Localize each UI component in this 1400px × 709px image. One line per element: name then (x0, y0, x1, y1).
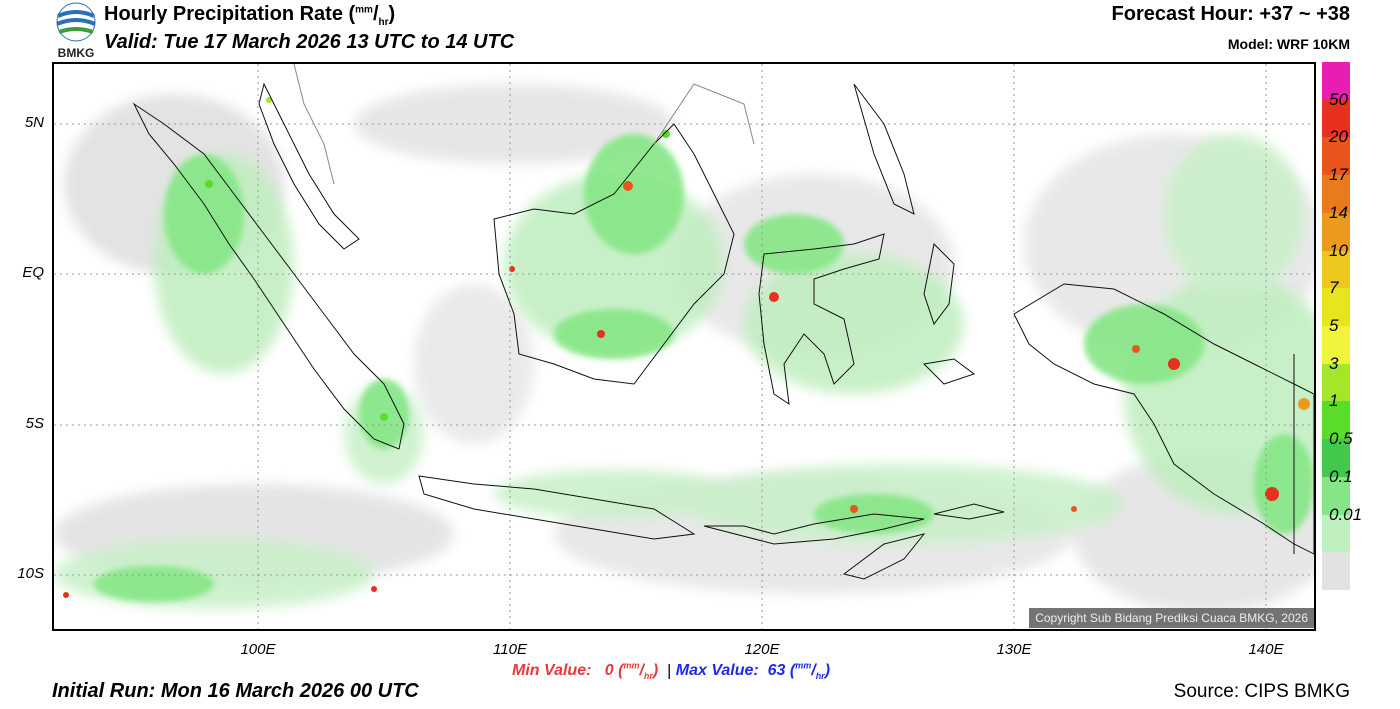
initial-run: Initial Run: Mon 16 March 2026 00 UTC (52, 680, 419, 702)
forecast-hour: Forecast Hour: +37 ~ +38 (1111, 3, 1350, 25)
colorbar-segment (1322, 288, 1350, 327)
lon-label-120e: 120E (744, 641, 780, 658)
colorbar-segment (1322, 439, 1350, 478)
colorbar-segment (1322, 250, 1350, 289)
precipitation-map (52, 62, 1316, 631)
bmkg-logo: BMKG (52, 2, 100, 60)
model-name: Model: WRF 10KM (1227, 36, 1350, 52)
min-max-values: Min Value: 0 (mm/hr) | Max Value: 63 (mm… (512, 661, 830, 682)
source-credit: Source: CIPS BMKG (1173, 681, 1350, 702)
logo-text: BMKG (57, 46, 95, 60)
colorbar-label: 3 (1329, 353, 1339, 373)
chart-title: Hourly Precipitation Rate (mm/hr) (104, 3, 396, 28)
colorbar-segment (1322, 212, 1350, 252)
copyright-note: Copyright Sub Bidang Prediksi Cuaca BMKG… (1029, 608, 1314, 628)
lat-label-5s: 5S (25, 415, 44, 432)
lon-label-140e: 140E (1248, 641, 1284, 658)
coastlines (132, 82, 1314, 580)
lat-label-eq: EQ (22, 264, 44, 281)
separator: | (667, 662, 672, 680)
lon-label-100e: 100E (240, 641, 276, 658)
map-canvas (54, 64, 1314, 629)
colorbar-label: 7 (1329, 278, 1339, 298)
colorbar-segment (1322, 552, 1350, 591)
colorbar-label: 17 (1329, 165, 1348, 185)
colorbar-segment (1322, 137, 1350, 176)
colorbar-label: 14 (1329, 202, 1348, 222)
country-borders (293, 64, 755, 185)
colorbar-segment (1322, 476, 1350, 516)
valid-time: Valid: Tue 17 March 2026 13 UTC to 14 UT… (104, 31, 515, 53)
colorbar-label: 50 (1329, 89, 1348, 109)
colorbar (1322, 62, 1350, 591)
colorbar-label: 1 (1329, 391, 1339, 411)
colorbar-segment (1322, 99, 1350, 138)
colorbar-segment (1322, 175, 1350, 214)
green-layer (94, 134, 1314, 602)
min-value: Min Value: 0 (mm/hr) (512, 661, 659, 682)
colorbar-label: 0.01 (1329, 504, 1363, 524)
colorbar-label: 0.1 (1329, 466, 1353, 486)
colorbar-label: 20 (1329, 127, 1348, 147)
colorbar-label: 10 (1329, 240, 1348, 260)
colorbar-label: 5 (1329, 316, 1339, 335)
colorbar-label: 0.5 (1329, 429, 1353, 449)
lat-label-10s: 10S (17, 565, 44, 582)
colorbar-segment (1322, 514, 1350, 553)
lon-label-110e: 110E (493, 641, 527, 658)
colorbar-segment (1322, 326, 1350, 365)
colorbar-segment (1322, 62, 1350, 101)
graticule (54, 64, 1314, 629)
colorbar-segment (1322, 401, 1350, 440)
heavy-precip-spots (63, 97, 1310, 598)
max-value: Max Value: 63 (mm/hr) (675, 661, 831, 682)
lon-label-130e: 130E (996, 641, 1032, 658)
lat-label-5n: 5N (24, 114, 44, 131)
colorbar-segment (1322, 363, 1350, 402)
